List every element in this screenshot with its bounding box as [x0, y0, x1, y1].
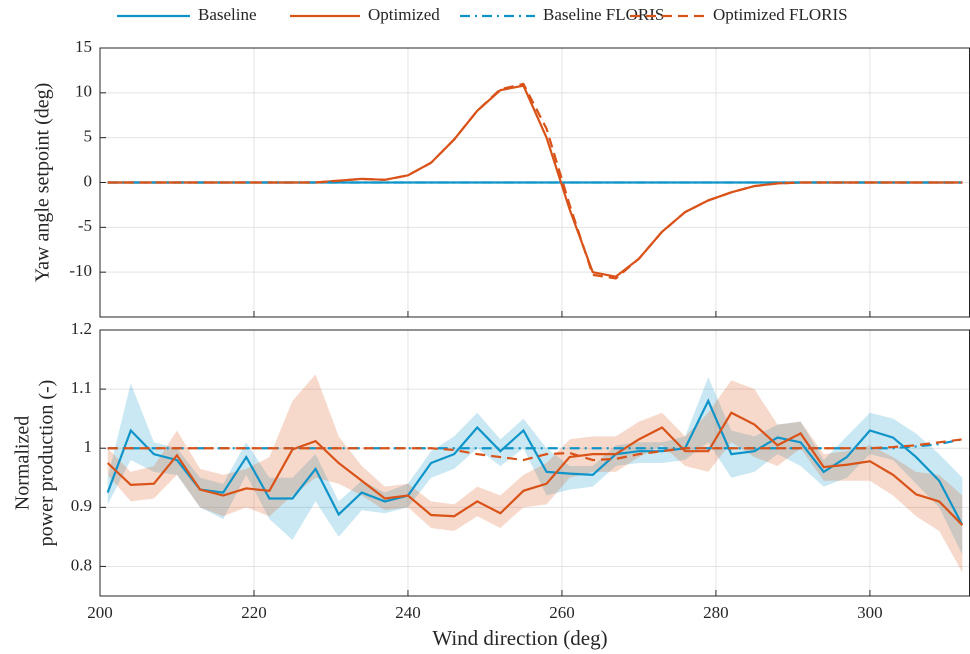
- x-tick-label: 280: [703, 603, 729, 622]
- y-tick-label: 1.1: [71, 378, 92, 397]
- y-tick-label: 10: [75, 82, 92, 101]
- y-tick-label: 15: [75, 37, 92, 56]
- line: [107, 438, 963, 450]
- confidence-band: [107, 374, 963, 573]
- x-tick-label: 260: [549, 603, 575, 622]
- y-tick-label: 0.9: [71, 496, 92, 515]
- y-axis-label: Yaw angle setpoint (deg): [32, 83, 54, 283]
- y-tick-label: 5: [84, 127, 93, 146]
- line: [106, 398, 964, 526]
- line: [107, 82, 963, 280]
- x-tick-label: 300: [857, 603, 883, 622]
- y-tick-label: 0: [84, 171, 93, 190]
- plot-area: [107, 82, 963, 280]
- legend-label: Optimized FLORIS: [713, 5, 848, 24]
- x-tick-label: 200: [87, 603, 113, 622]
- y-axis-label: Normalized: [12, 416, 34, 510]
- y-tick-label: 1.2: [71, 319, 92, 338]
- y-tick-label: -5: [78, 216, 92, 235]
- x-tick-label: 220: [241, 603, 267, 622]
- x-tick-label: 240: [395, 603, 421, 622]
- y-axis-label: power production (-): [36, 380, 58, 547]
- plot-area: [106, 374, 964, 573]
- line: [106, 411, 964, 526]
- x-axis-label: Wind direction (deg): [432, 626, 607, 650]
- y-tick-label: 0.8: [71, 555, 92, 574]
- confidence-band: [107, 377, 963, 555]
- legend-label: Baseline FLORIS: [543, 5, 664, 24]
- legend-label: Baseline: [198, 5, 257, 24]
- y-tick-label: -10: [69, 261, 92, 280]
- line: [107, 84, 963, 278]
- y-tick-label: 1: [84, 437, 93, 456]
- legend-label: Optimized: [368, 5, 440, 24]
